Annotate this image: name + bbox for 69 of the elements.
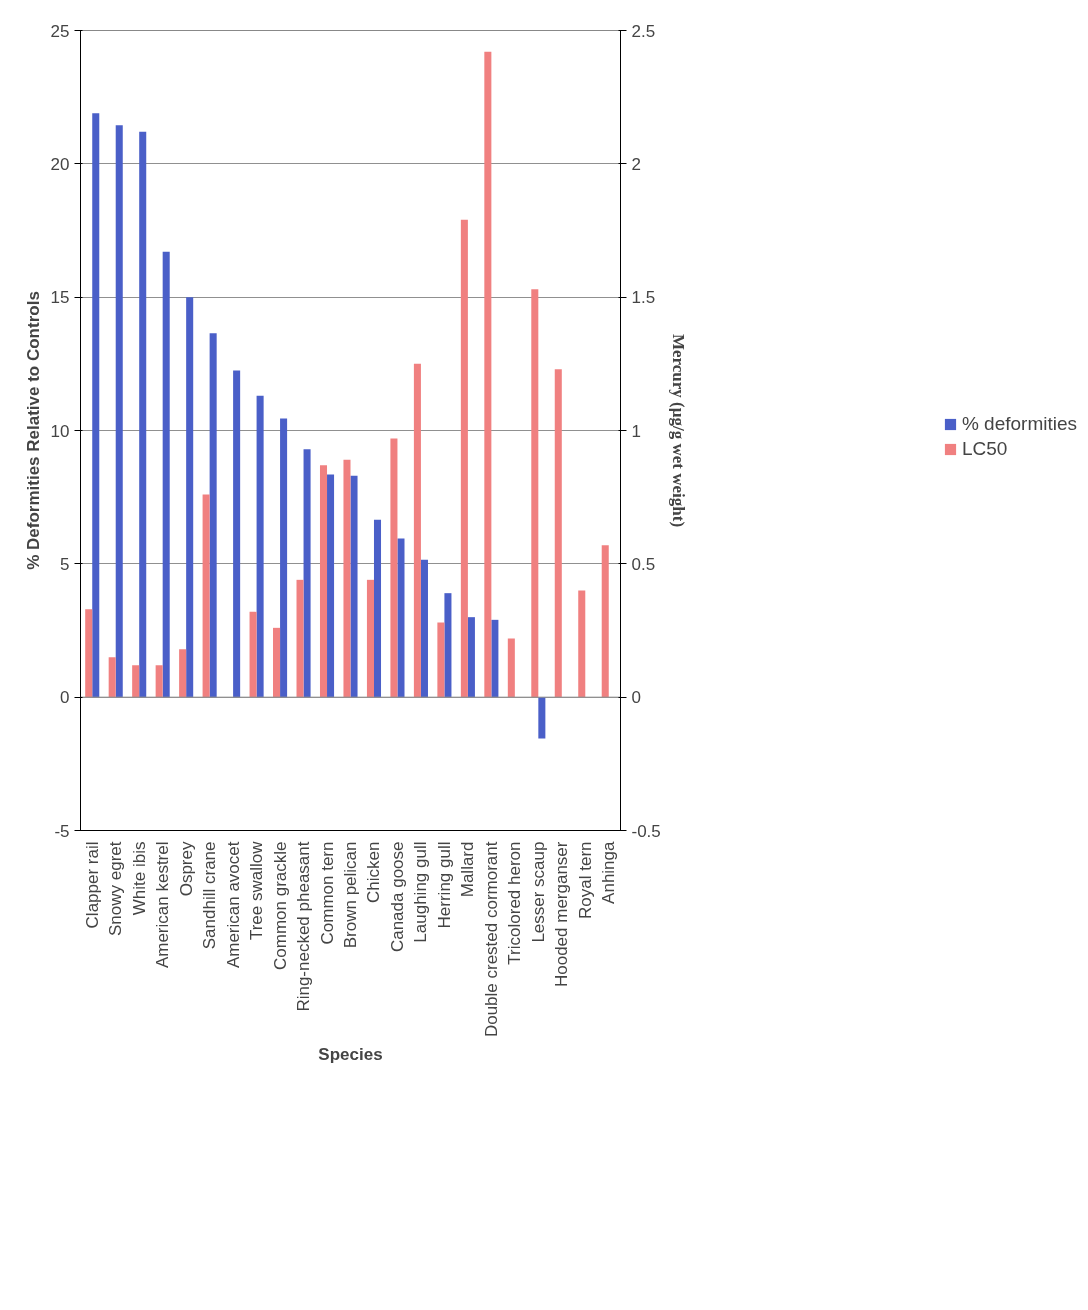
bar (484, 51, 492, 698)
x-tick-label: Osprey (176, 841, 196, 897)
bar (303, 449, 311, 698)
x-tick-label: Mallard (458, 841, 478, 898)
y-tick-label: 15 (50, 288, 70, 308)
bar (578, 590, 586, 698)
x-tick-label: Common tern (317, 841, 337, 945)
y2-tick-label: 1.5 (631, 288, 656, 308)
bar (467, 617, 475, 698)
bar (186, 297, 194, 698)
bar (179, 649, 187, 698)
x-tick-label: Snowy egret (106, 841, 126, 936)
bar (531, 289, 539, 698)
y2-tick-label: 0 (631, 688, 641, 708)
x-tick-label: Herring gull (434, 841, 454, 929)
x-tick-label: Common grackle (270, 841, 290, 970)
x-tick-label: White ibis (129, 841, 149, 916)
bar (162, 251, 170, 698)
bar (108, 657, 116, 698)
bar (280, 418, 288, 698)
bar (538, 697, 546, 739)
y-tick-label: 25 (50, 21, 70, 41)
bar (115, 125, 123, 698)
x-tick-label: Tree swallow (247, 840, 267, 941)
bar (507, 638, 515, 698)
x-tick-label: Brown pelican (341, 841, 360, 949)
bar (132, 665, 140, 698)
y-tick-label: 10 (50, 421, 70, 441)
y-tick-label: 5 (60, 554, 70, 574)
bar (233, 370, 241, 698)
x-tick-label: Tricolored heron (505, 841, 525, 965)
bar (249, 611, 257, 698)
bar (92, 113, 100, 698)
y2-tick-label: 2.5 (631, 21, 656, 41)
x-tick-label: Sandhill crane (200, 841, 220, 950)
bar (139, 131, 147, 698)
bar (491, 619, 499, 698)
x-tick-label: American kestrel (153, 841, 173, 969)
y-tick-label: -5 (54, 821, 70, 841)
x-tick-label: Hooded merganser (552, 841, 572, 988)
bar (601, 545, 609, 698)
x-tick-label: Canada goose (387, 841, 407, 953)
bar (256, 395, 264, 698)
x-tick-label: Laughing gull (411, 841, 431, 943)
x-tick-label: Double crested cormorant (481, 841, 501, 1038)
bar (460, 219, 468, 698)
x-axis-title: Species (318, 1045, 383, 1065)
y-tick-label: 20 (50, 154, 70, 174)
x-tick-label: Ring-necked pheasant (294, 841, 314, 1012)
y2-axis-title: Mercury (µg/g wet weight) (668, 333, 688, 528)
bar (155, 665, 163, 698)
bar (85, 609, 93, 698)
x-tick-label: American avocet (223, 841, 243, 969)
x-tick-label: Chicken (364, 841, 384, 903)
legend-label: LC50 (961, 438, 1008, 460)
bar (554, 369, 562, 698)
y2-tick-label: 1 (631, 421, 641, 441)
y2-tick-label: 0.5 (631, 554, 656, 574)
y2-tick-label: -0.5 (631, 821, 661, 841)
bar (273, 627, 281, 698)
legend-label: % deformities (961, 413, 1078, 435)
bar (413, 363, 421, 698)
y2-tick-label: 2 (631, 154, 641, 174)
x-tick-label: Clapper rail (82, 841, 102, 929)
x-tick-label: Royal tern (575, 841, 595, 919)
y-tick-label: 0 (60, 688, 70, 708)
y-axis-title: % Deformities Relative to Controls (23, 291, 43, 570)
x-tick-label: Lesser scaup (528, 841, 548, 943)
x-tick-label: Anhinga (599, 840, 619, 904)
